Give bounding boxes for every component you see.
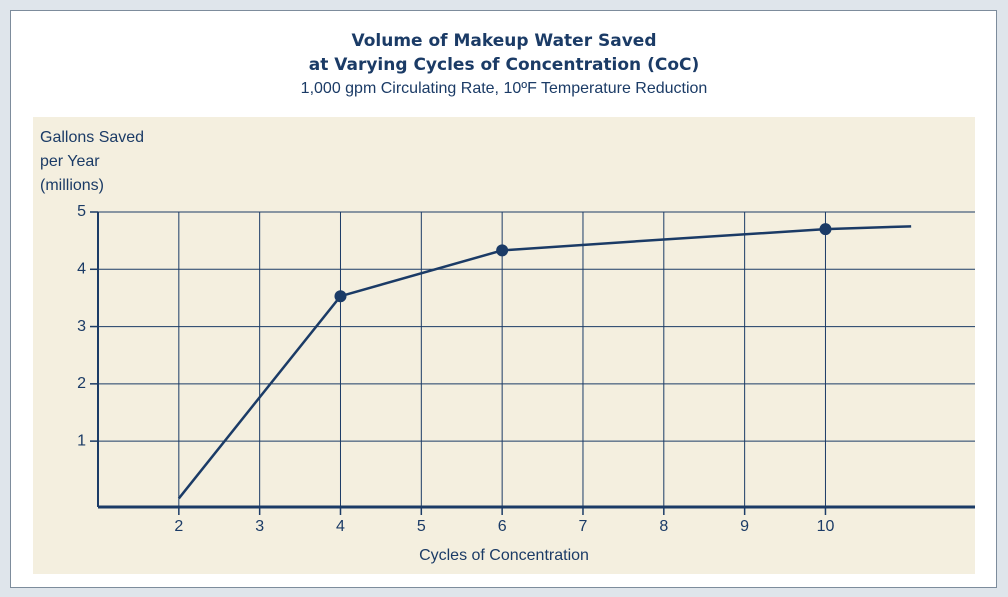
x-tick-label: 7 [579,518,588,535]
y-axis-label: (millions) [40,177,104,194]
data-point [334,290,347,303]
x-tick-label: 6 [498,518,507,535]
x-tick-label: 9 [740,518,749,535]
y-tick-label: 4 [77,261,86,278]
y-tick-label: 3 [77,318,86,335]
x-tick-label: 3 [255,518,264,535]
y-tick-label: 1 [77,432,86,449]
plot-background [33,117,975,574]
x-axis-label: Cycles of Concentration [419,547,589,564]
x-tick-label: 5 [417,518,426,535]
data-line [177,225,912,500]
x-tick-label: 4 [336,518,345,535]
y-axis-label: per Year [40,153,100,170]
data-point [496,244,509,257]
y-tick-label: 2 [77,375,86,392]
x-tick-label: 10 [817,518,835,535]
chart-title: at Varying Cycles of Concentration (CoC) [309,55,700,75]
y-tick-label: 5 [77,203,86,220]
chart-subtitle: 1,000 gpm Circulating Rate, 10ºF Tempera… [301,80,708,97]
x-tick-label: 2 [174,518,183,535]
chart-title: Volume of Makeup Water Saved [351,31,656,51]
y-axis-label: Gallons Saved [40,129,144,146]
x-tick-label: 8 [659,518,668,535]
data-point [819,223,832,236]
